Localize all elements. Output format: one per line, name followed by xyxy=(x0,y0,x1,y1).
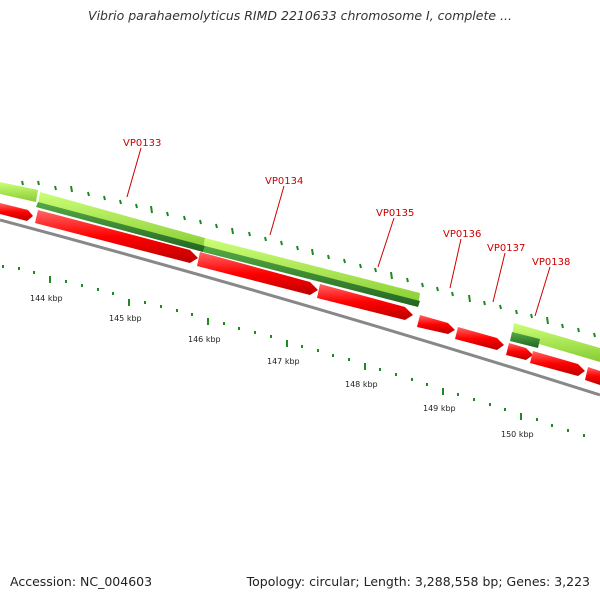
ruler-ticks xyxy=(2,265,585,437)
cds-arrow[interactable] xyxy=(417,315,455,334)
cds-arrow[interactable] xyxy=(455,327,504,350)
cds-arrow[interactable] xyxy=(197,252,318,295)
accession-text: Accession: NC_004603 xyxy=(10,574,153,589)
genome-summary-text: Topology: circular; Length: 3,288,558 bp… xyxy=(246,574,590,589)
map-title: Vibrio parahaemolyticus RIMD 2210633 chr… xyxy=(88,8,512,23)
cds-arrow[interactable] xyxy=(35,210,198,263)
upper-tick-marks xyxy=(21,180,596,338)
ruler-label-147: 147 kbp xyxy=(267,357,300,366)
cds-arrow[interactable] xyxy=(506,343,533,360)
ruler-label-148: 148 kbp xyxy=(345,380,378,389)
gene-track xyxy=(0,182,600,362)
gene-label-vp0138[interactable]: VP0138 xyxy=(532,257,570,268)
gene-label-vp0136[interactable]: VP0136 xyxy=(443,229,481,240)
gene-label-vp0135[interactable]: VP0135 xyxy=(376,208,414,219)
gene-label-vp0134[interactable]: VP0134 xyxy=(265,176,303,187)
ruler-label-150: 150 kbp xyxy=(501,430,534,439)
ruler-label-144: 144 kbp xyxy=(30,294,63,303)
gene-label-vp0133[interactable]: VP0133 xyxy=(123,138,161,149)
ruler-label-149: 149 kbp xyxy=(423,404,456,413)
cds-arrow[interactable] xyxy=(0,203,33,221)
genome-backbone xyxy=(0,218,600,397)
gene-label-vp0137[interactable]: VP0137 xyxy=(487,243,525,254)
cds-arrow[interactable] xyxy=(530,351,585,376)
gene-leader-lines xyxy=(126,147,551,317)
ruler-label-145: 145 kbp xyxy=(109,314,142,323)
ruler-label-146: 146 kbp xyxy=(188,335,221,344)
cds-track xyxy=(0,203,600,385)
cds-arrow[interactable] xyxy=(585,367,600,385)
cds-arrow[interactable] xyxy=(317,284,413,320)
